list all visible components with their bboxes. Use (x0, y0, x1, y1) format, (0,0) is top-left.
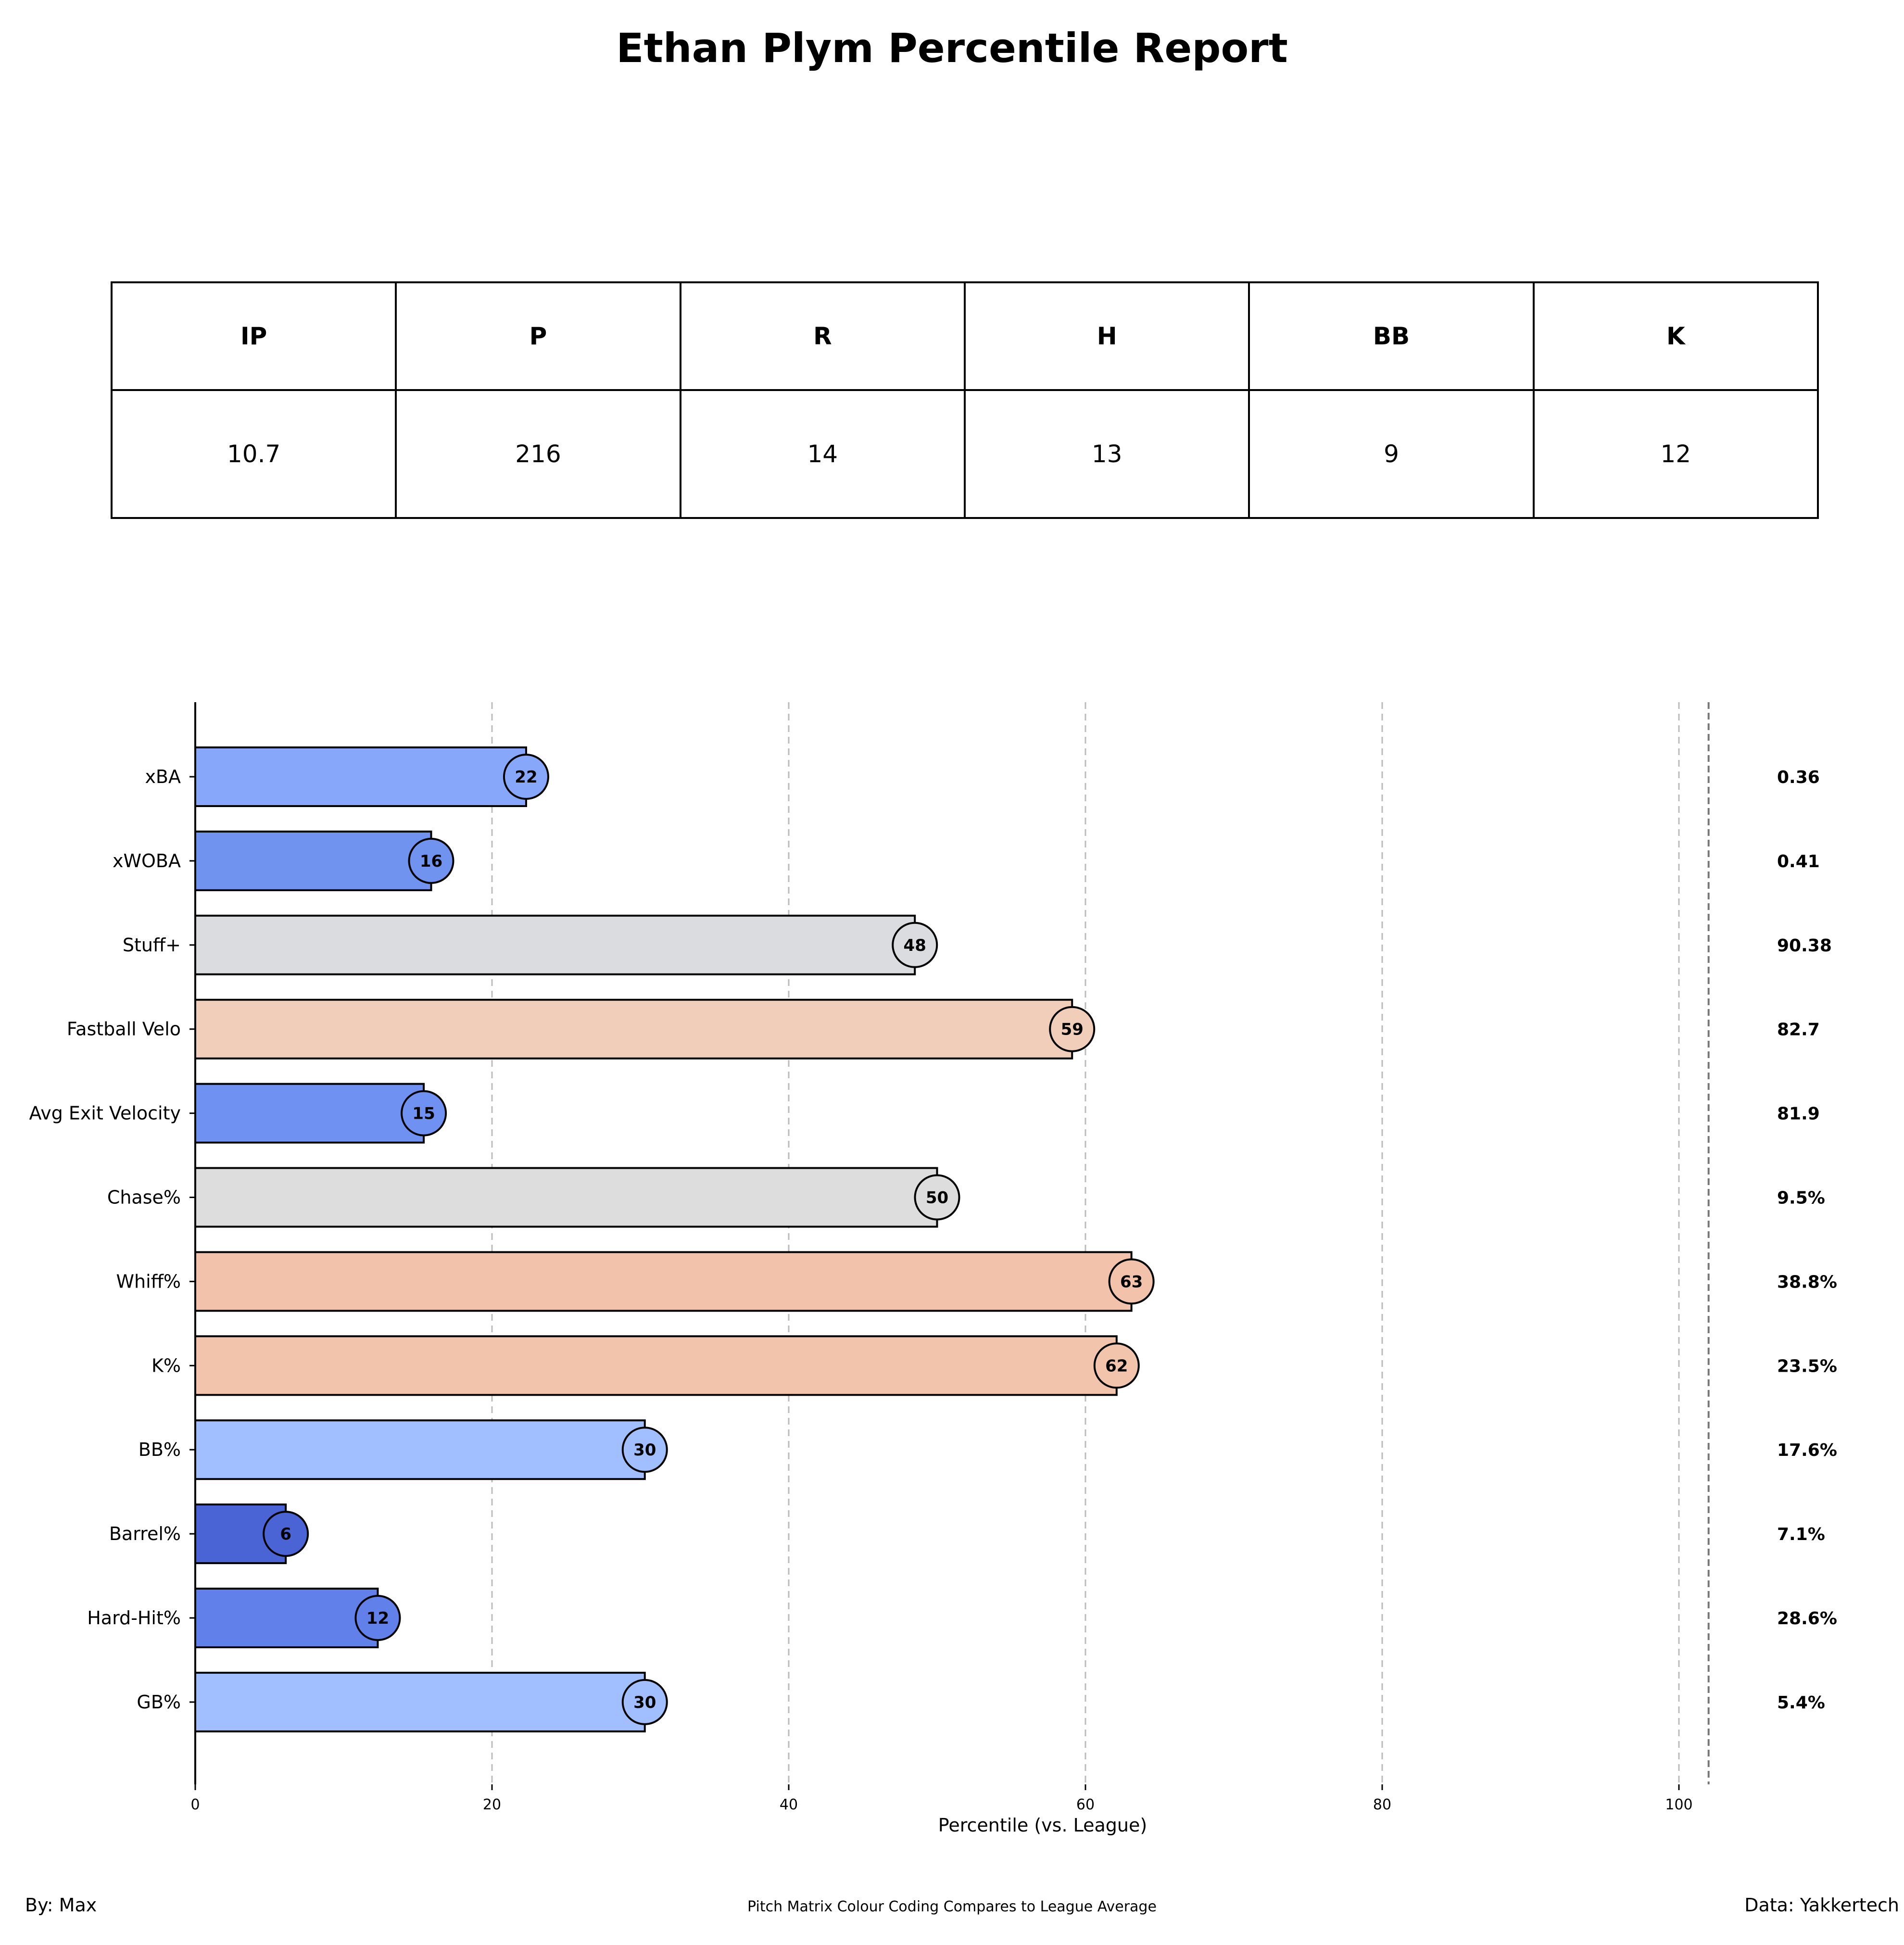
percentile-value-label: 62 (1105, 1356, 1128, 1376)
percentile-value-label: 12 (366, 1609, 389, 1628)
category-label: GB% (137, 1692, 181, 1713)
percentile-value-label: 59 (1061, 1020, 1084, 1039)
x-tick-label: 60 (1076, 1796, 1095, 1813)
category-label: Chase% (107, 1187, 181, 1208)
stats-value-row: 10.7 216 14 13 9 12 (110, 389, 1819, 519)
raw-stat-value: 23.5% (1777, 1356, 1837, 1376)
raw-stat-value: 17.6% (1777, 1440, 1837, 1460)
raw-stat-value: 9.5% (1777, 1188, 1825, 1208)
raw-stat-value: 28.6% (1777, 1609, 1837, 1629)
stats-value-cell: 10.7 (110, 389, 397, 519)
stats-table: IP P R H BB K 10.7 216 14 13 9 12 (110, 281, 1819, 519)
x-tick-label: 80 (1373, 1796, 1391, 1813)
stats-header-row: IP P R H BB K (110, 281, 1819, 391)
percentile-bar (194, 914, 916, 975)
chart-title: Ethan Plym Percentile Report (616, 25, 1288, 72)
percentile-value-label: 22 (515, 768, 537, 787)
axis-layer: 0 20 40 60 80 100 xBA xWOBA Stuff+ Fastball Velo A… (29, 702, 1693, 1813)
stats-header-cell: R (679, 281, 966, 391)
percentile-value-label: 50 (926, 1188, 948, 1208)
category-label: Avg Exit Velocity (29, 1103, 181, 1124)
percentile-marker (1108, 1258, 1155, 1305)
category-label: xBA (145, 766, 181, 787)
percentile-value-label: 63 (1120, 1272, 1143, 1291)
percentile-marker (1093, 1342, 1140, 1389)
grid-layer (491, 702, 1710, 1784)
percentile-chart: 22 0.36 16 0.41 48 90.38 59 82.7 15 81.9 50 9.5% 63 3… (29, 702, 1837, 1836)
stats-value-cell: 14 (679, 389, 966, 519)
percentile-bar (194, 1083, 425, 1144)
raw-stat-value: 0.41 (1777, 852, 1820, 871)
percentile-value-label: 6 (280, 1525, 291, 1544)
raw-stat-value: 5.4% (1777, 1693, 1825, 1713)
stats-value-cell: 12 (1532, 389, 1819, 519)
percentile-bar (194, 998, 1073, 1060)
percentile-bar (194, 1251, 1133, 1312)
category-label: Hard-Hit% (87, 1607, 181, 1629)
x-axis-label: Percentile (vs. League) (938, 1815, 1147, 1836)
percentile-marker (1049, 1006, 1096, 1052)
x-tick-label: 20 (483, 1796, 501, 1813)
percentile-value-label: 16 (420, 852, 442, 871)
raw-stat-value: 7.1% (1777, 1525, 1825, 1544)
percentile-marker (621, 1679, 668, 1725)
stats-value-cell: 13 (963, 389, 1250, 519)
percentile-value-label: 15 (412, 1104, 435, 1124)
percentile-value-label: 30 (633, 1440, 656, 1460)
x-tick-label: 40 (780, 1796, 798, 1813)
stats-header-cell: IP (110, 281, 397, 391)
bar-layer: 22 0.36 16 0.41 48 90.38 59 82.7 15 81.9 50 9.5% 63 3… (194, 746, 1837, 1732)
percentile-marker (263, 1511, 309, 1557)
category-label: Barrel% (109, 1523, 181, 1544)
percentile-marker (408, 837, 454, 884)
category-label: K% (151, 1355, 181, 1376)
percentile-marker (354, 1595, 401, 1641)
percentile-marker (621, 1427, 668, 1473)
category-label: Stuff+ (123, 935, 181, 956)
percentile-bar (194, 830, 432, 891)
percentile-bar (194, 1588, 379, 1648)
raw-stat-value: 82.7 (1777, 1020, 1820, 1040)
category-label: xWOBA (113, 850, 181, 871)
stats-header-cell: BB (1248, 281, 1535, 391)
category-label: BB% (139, 1439, 181, 1460)
stats-value-cell: 9 (1248, 389, 1535, 519)
stats-value-cell: 216 (395, 389, 681, 519)
footer-note: Pitch Matrix Colour Coding Compares to L… (747, 1898, 1157, 1915)
percentile-marker (892, 922, 938, 968)
stats-header-cell: H (963, 281, 1250, 391)
percentile-marker (401, 1090, 447, 1137)
percentile-marker (914, 1174, 960, 1221)
percentile-value-label: 30 (633, 1693, 656, 1712)
percentile-marker (503, 754, 549, 800)
category-label: Whiff% (116, 1271, 181, 1292)
percentile-bar (194, 1167, 938, 1228)
percentile-bar (194, 746, 527, 807)
percentile-value-label: 48 (904, 936, 926, 955)
raw-stat-value: 90.38 (1777, 936, 1832, 956)
stats-header-cell: K (1532, 281, 1819, 391)
category-label: Fastball Velo (67, 1019, 181, 1040)
x-tick-label: 100 (1665, 1796, 1692, 1813)
raw-stat-value: 38.8% (1777, 1272, 1837, 1292)
percentile-bar (194, 1671, 646, 1732)
stats-header-cell: P (395, 281, 681, 391)
footer-author: By: Max (25, 1894, 97, 1916)
raw-stat-value: 81.9 (1777, 1104, 1820, 1124)
raw-stat-value: 0.36 (1777, 768, 1820, 787)
x-tick-label: 0 (190, 1796, 200, 1813)
footer-source: Data: Yakkertech (1744, 1894, 1899, 1916)
percentile-bar (194, 1335, 1118, 1396)
percentile-bar (194, 1419, 646, 1480)
